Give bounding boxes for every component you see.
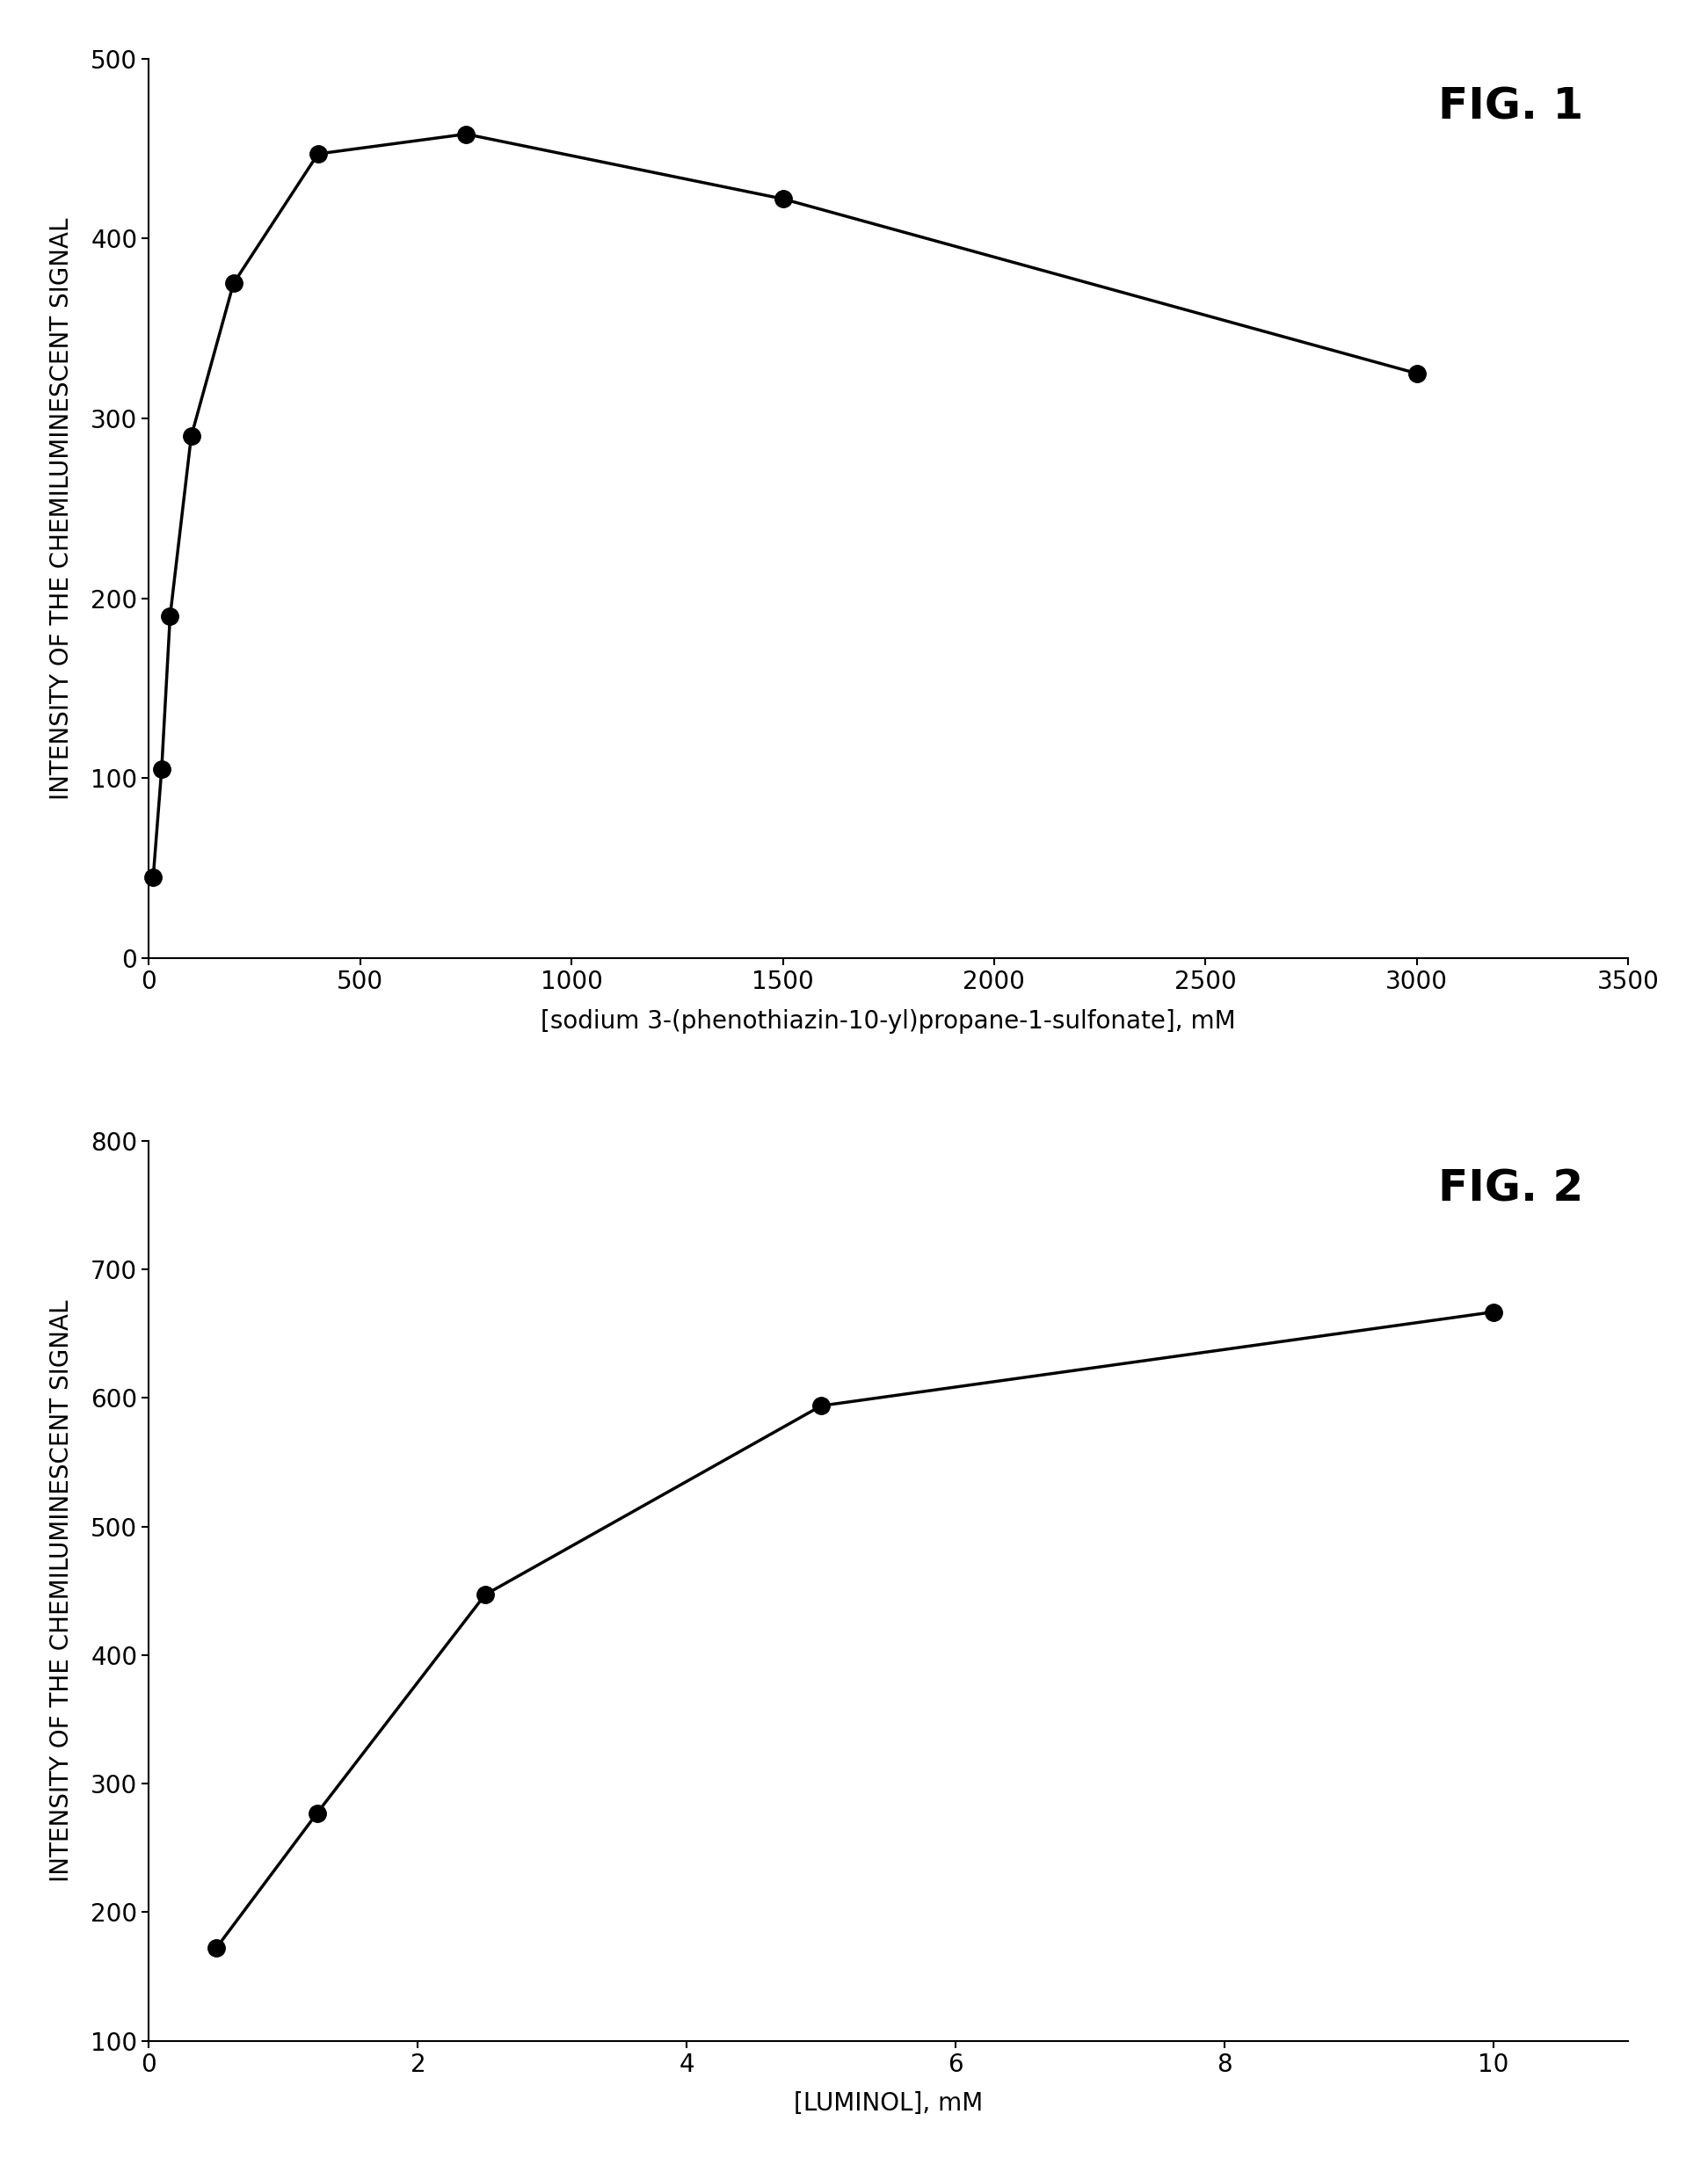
Y-axis label: INTENSITY OF THE CHEMILUMINESCENT SIGNAL: INTENSITY OF THE CHEMILUMINESCENT SIGNAL: [50, 216, 73, 799]
Text: FIG. 1: FIG. 1: [1438, 84, 1583, 128]
X-axis label: [LUMINOL], mM: [LUMINOL], mM: [794, 2091, 984, 2115]
X-axis label: [sodium 3-(phenothiazin-10-yl)propane-1-sulfonate], mM: [sodium 3-(phenothiazin-10-yl)propane-1-…: [541, 1009, 1237, 1033]
Text: FIG. 2: FIG. 2: [1438, 1167, 1583, 1210]
Y-axis label: INTENSITY OF THE CHEMILUMINESCENT SIGNAL: INTENSITY OF THE CHEMILUMINESCENT SIGNAL: [50, 1299, 73, 1881]
